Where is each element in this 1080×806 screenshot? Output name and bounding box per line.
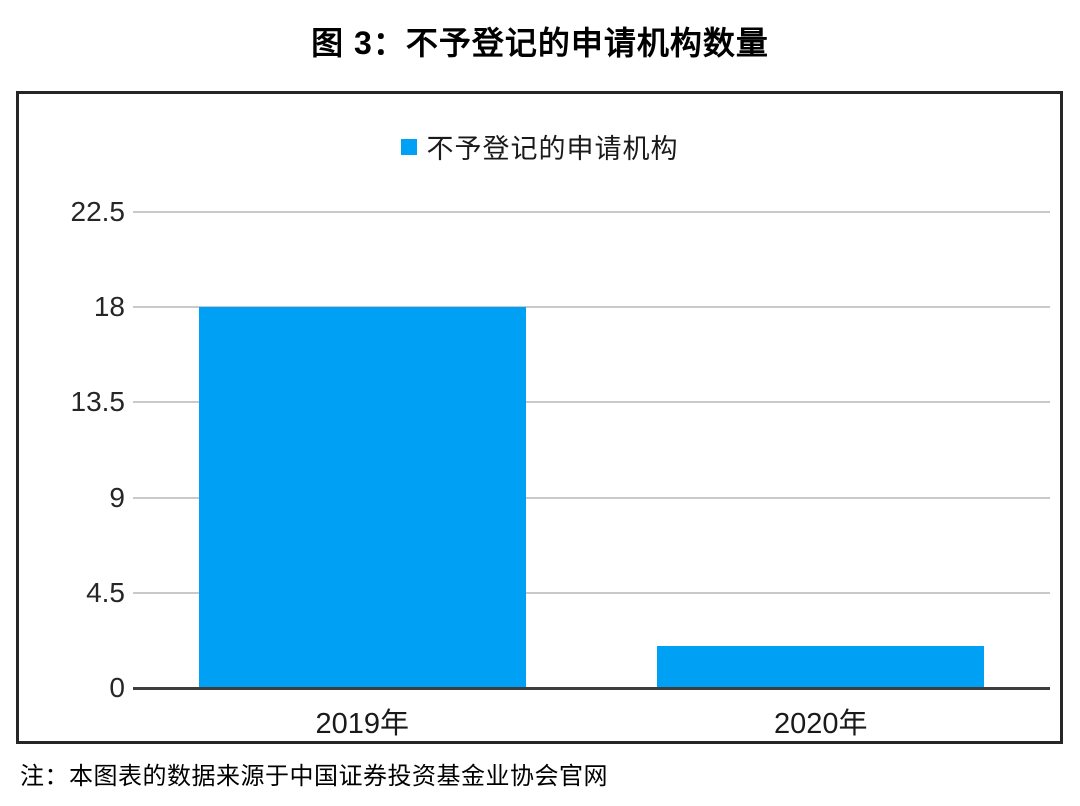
legend-label: 不予登记的申请机构	[426, 134, 679, 164]
source-note: 注：本图表的数据来源于中国证券投资基金业协会官网	[20, 763, 608, 790]
bar-2020年	[657, 645, 985, 688]
x-tick-label: 2019年	[315, 708, 409, 740]
y-tick-label: 0	[109, 672, 125, 703]
bar-2019年	[198, 307, 526, 688]
legend-swatch	[400, 138, 417, 155]
gridline	[133, 496, 1050, 499]
gridline	[133, 401, 1050, 404]
y-axis-labels: 22.5 18 13.5 9 4.5 0	[19, 196, 126, 703]
y-tick-label: 18	[93, 291, 125, 323]
gridline	[133, 306, 1050, 309]
legend: 不予登记的申请机构	[19, 127, 1060, 166]
y-tick-label: 22.5	[70, 196, 126, 227]
x-axis-labels: 2019年 2020年	[133, 700, 1050, 740]
gridline	[133, 591, 1050, 594]
y-tick-label: 4.5	[86, 576, 125, 608]
chart-container: 不予登记的申请机构 22.5 18 13.5 9 4.5 0 2019年 2020年	[16, 91, 1063, 744]
y-tick-label: 13.5	[70, 386, 126, 418]
x-axis-line	[133, 687, 1050, 690]
x-tick-label: 2020年	[773, 708, 868, 740]
chart-title: 图 3：不予登记的申请机构数量	[311, 25, 769, 61]
plot-area	[133, 211, 1050, 690]
y-tick-label: 9	[109, 481, 125, 513]
gridline	[133, 211, 1050, 213]
